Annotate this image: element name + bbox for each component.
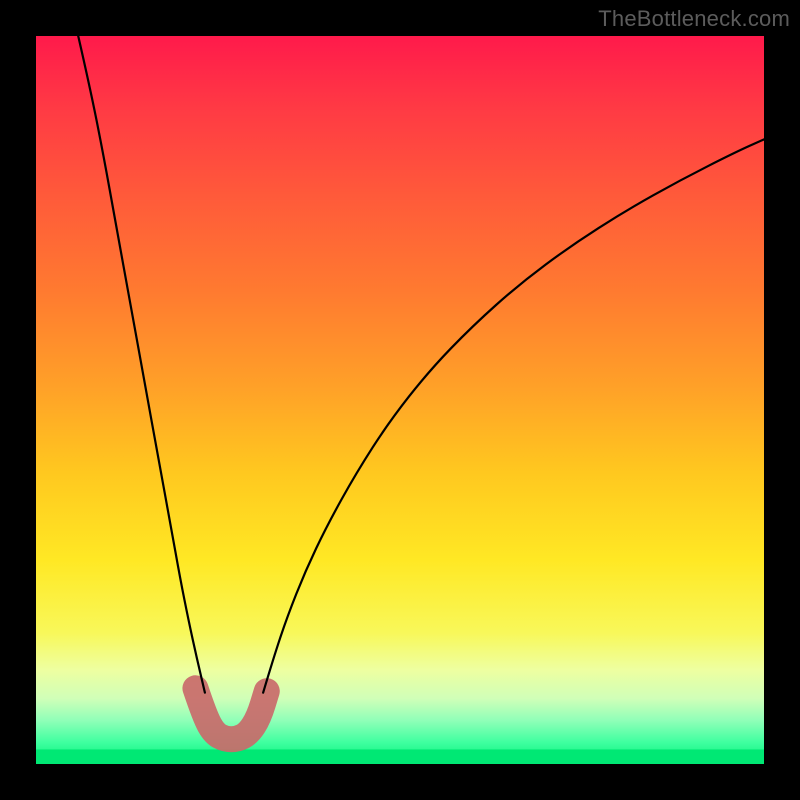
curve-left bbox=[78, 36, 205, 693]
chart-canvas: TheBottleneck.com bbox=[0, 0, 800, 800]
curve-right bbox=[263, 139, 764, 692]
valley-marker bbox=[195, 688, 266, 739]
plot-area bbox=[36, 36, 764, 764]
curve-layer bbox=[36, 36, 764, 764]
watermark-text: TheBottleneck.com bbox=[598, 6, 790, 32]
